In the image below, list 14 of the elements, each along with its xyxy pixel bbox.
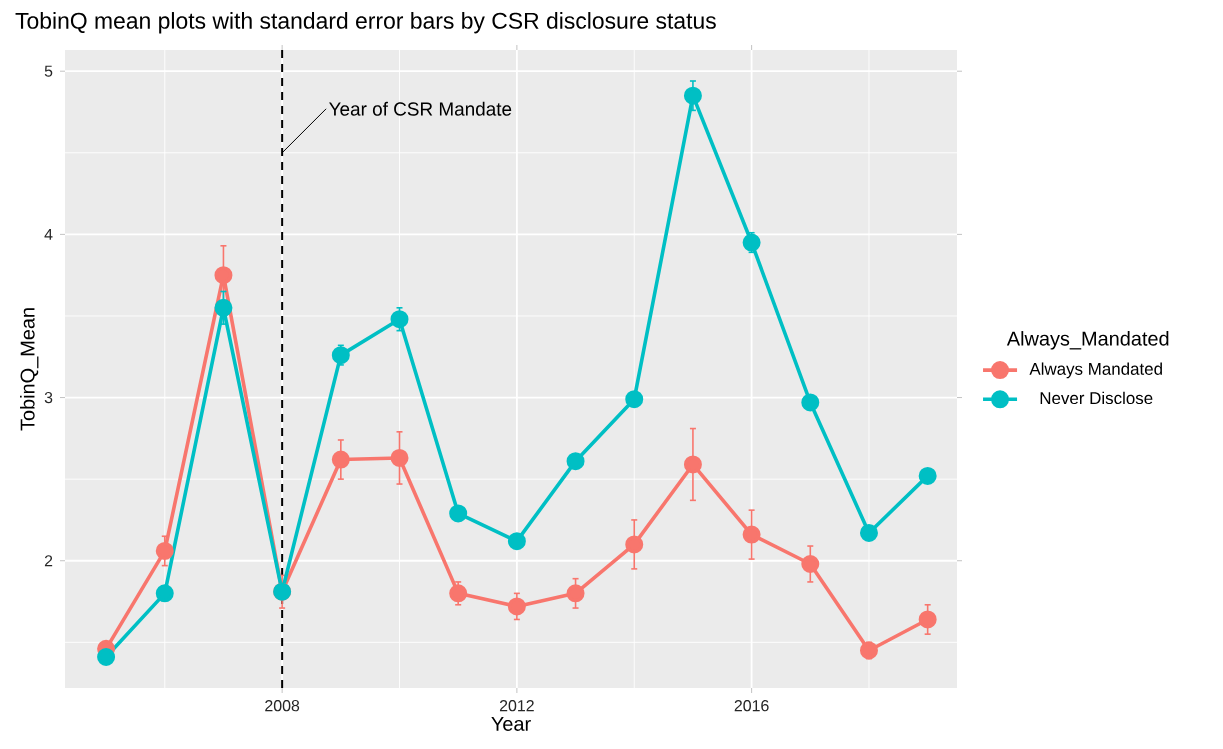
annotation: Year of CSR Mandate [329,101,512,116]
x-axis-title: Year [491,717,531,731]
y-tick-label: 3 [44,391,53,404]
legend-title: Always_Mandated [1006,331,1169,350]
y-tick-label: 2 [44,555,53,567]
chart-title: TobinQ mean plots with standard error bars by CSR disclosure status [15,12,716,34]
y-axis-title: TobinQ_Mean [20,308,39,431]
y-tick-label: 5 [44,65,53,77]
x-tick-label: 2016 [734,700,769,712]
x-tick-label: 2008 [265,700,300,712]
x-tick-label: 2012 [499,700,534,712]
legend-label: Never Disclose [1040,391,1153,405]
legend-label: Always Mandated [1029,362,1162,379]
y-tick-label: 4 [44,228,53,240]
